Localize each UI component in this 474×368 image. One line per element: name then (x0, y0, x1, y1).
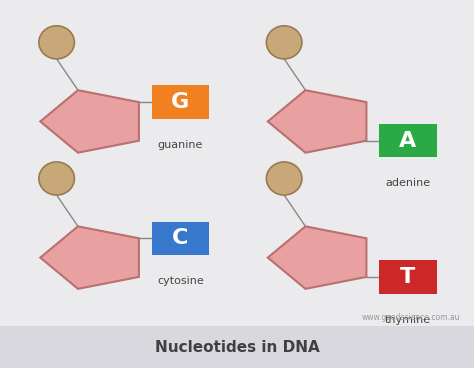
Ellipse shape (39, 162, 74, 195)
Text: T: T (400, 267, 416, 287)
Polygon shape (40, 226, 139, 289)
Text: adenine: adenine (385, 178, 430, 188)
Polygon shape (40, 90, 139, 153)
Text: C: C (172, 228, 189, 248)
Ellipse shape (39, 26, 74, 59)
FancyBboxPatch shape (152, 222, 209, 255)
FancyBboxPatch shape (152, 85, 209, 119)
Text: A: A (399, 131, 417, 151)
Polygon shape (268, 226, 366, 289)
FancyBboxPatch shape (0, 326, 474, 368)
FancyBboxPatch shape (379, 260, 437, 294)
Text: Nucleotides in DNA: Nucleotides in DNA (155, 340, 319, 354)
Polygon shape (268, 90, 366, 153)
Text: G: G (171, 92, 190, 112)
Text: guanine: guanine (158, 140, 203, 150)
Text: www.goodscience.com.au: www.goodscience.com.au (361, 313, 460, 322)
Ellipse shape (266, 162, 302, 195)
Text: cytosine: cytosine (157, 276, 204, 286)
Ellipse shape (266, 26, 302, 59)
FancyBboxPatch shape (379, 124, 437, 158)
Text: thymine: thymine (385, 315, 431, 325)
